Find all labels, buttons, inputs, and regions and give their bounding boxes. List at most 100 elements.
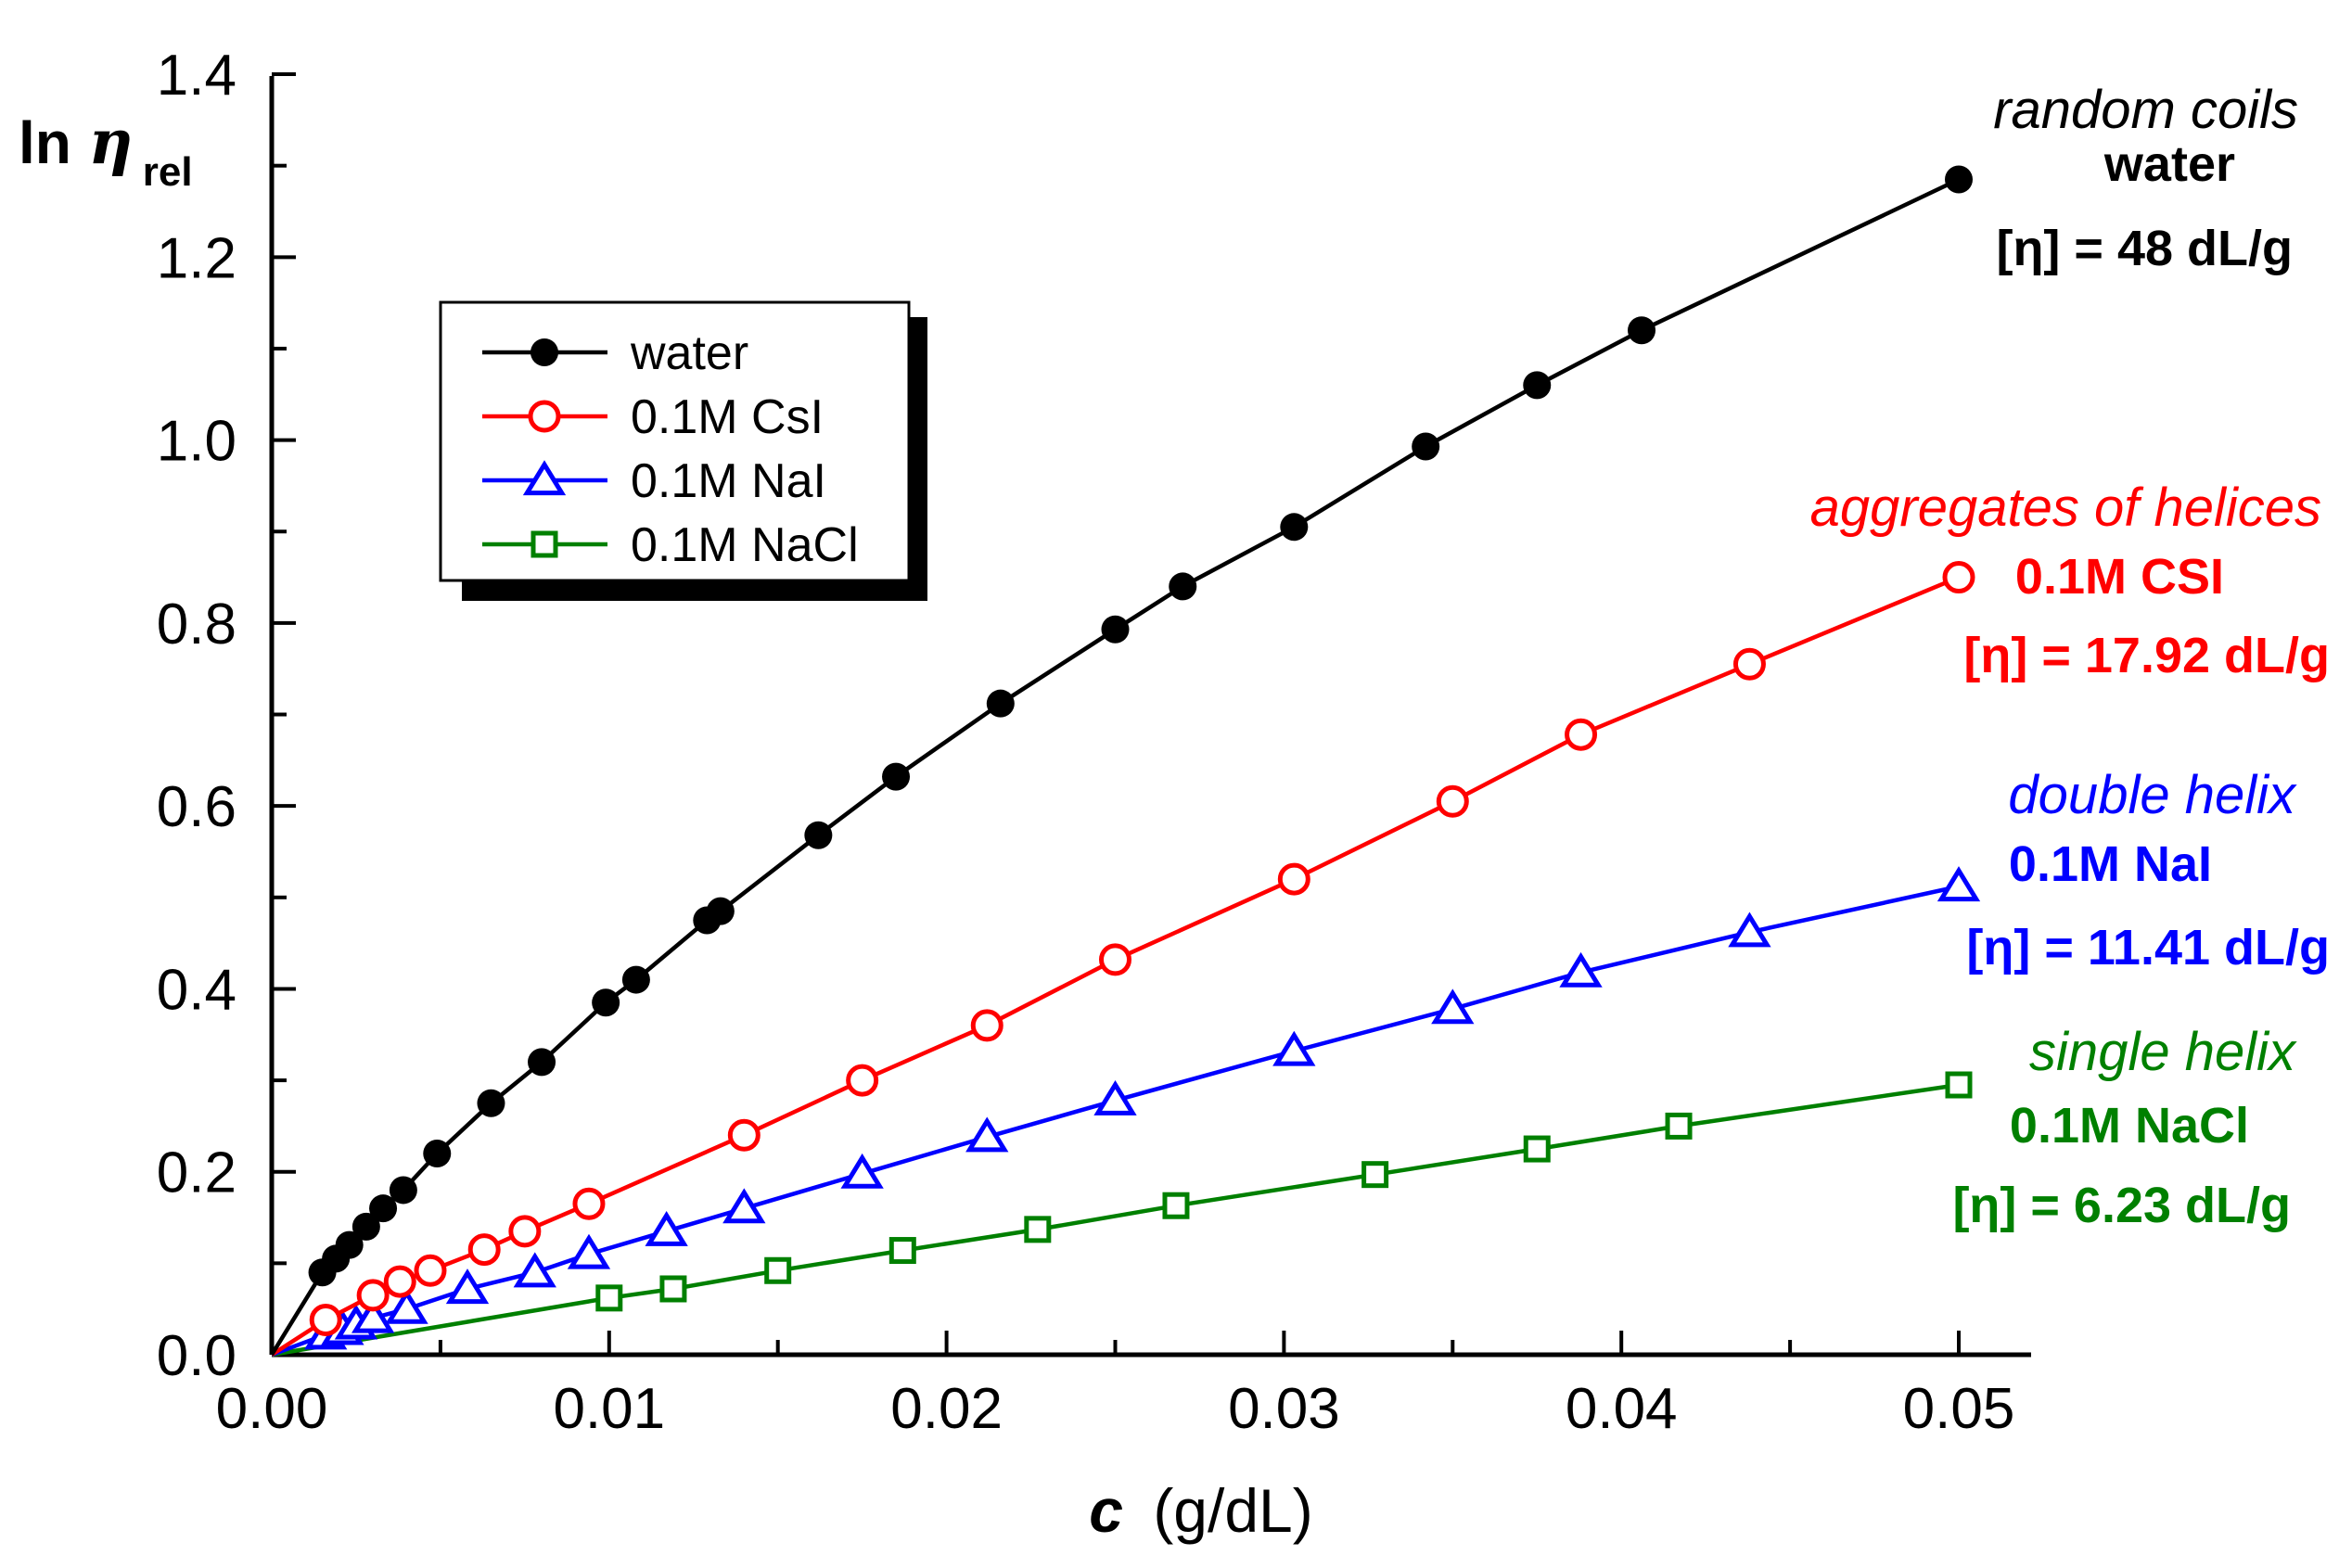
data-point-0-1m-csi — [1099, 943, 1131, 976]
data-point-0-1m-nai — [567, 1233, 611, 1269]
annotation-nai-morphology: double helix — [2008, 765, 2297, 825]
y-tick-label: 1.0 — [157, 410, 236, 474]
data-point-water — [423, 1139, 452, 1167]
x-tick-label: 0.05 — [1903, 1377, 2015, 1441]
data-point-water — [986, 689, 1015, 718]
legend-box — [439, 300, 911, 582]
data-point-water — [1412, 432, 1440, 461]
legend-marker-water — [530, 338, 558, 366]
data-point-water — [706, 897, 735, 925]
series-0-1m-nai — [271, 866, 1981, 1358]
data-point-0-1m-nai — [351, 1297, 395, 1333]
data-point-0-1m-csi — [727, 1118, 761, 1152]
data-point-water — [1523, 371, 1552, 400]
data-point-0-1m-nai — [965, 1116, 1009, 1153]
data-point-0-1m-nacl — [888, 1237, 916, 1265]
annotation-water-morphology: random coils — [1993, 80, 2298, 140]
annotation-nacl-morphology: single helix — [2029, 1022, 2297, 1082]
data-point-0-1m-nai — [1093, 1079, 1137, 1115]
x-axis-label: c (g/dL) — [1089, 1476, 1312, 1545]
series-layer — [270, 165, 1981, 1358]
series-water — [270, 165, 1973, 1357]
data-point-water — [592, 988, 620, 1017]
data-point-0-1m-nai — [1272, 1030, 1316, 1066]
x-tick-label: 0.04 — [1566, 1377, 1678, 1441]
annotation-water-solvent: water — [2103, 136, 2235, 192]
data-point-0-1m-csi — [356, 1279, 390, 1312]
data-point-water — [369, 1194, 398, 1223]
x-tick-label: 0.00 — [216, 1377, 328, 1441]
data-point-0-1m-nai — [513, 1252, 556, 1288]
series-0-1m-nacl — [271, 1071, 1973, 1358]
data-point-0-1m-nai — [1559, 951, 1603, 988]
data-point-0-1m-csi — [467, 1233, 501, 1267]
annotation-nacl-intrinsic-viscosity: [η] = 6.23 dL/g — [1952, 1178, 2291, 1233]
y-tick-label: 0.8 — [157, 593, 236, 657]
y-tick-label: 1.4 — [157, 44, 236, 108]
data-point-0-1m-nacl — [659, 1275, 687, 1303]
data-point-water — [804, 821, 833, 849]
data-point-0-1m-csi — [383, 1265, 416, 1298]
y-tick-label: 0.2 — [157, 1141, 236, 1205]
data-point-0-1m-nai — [722, 1188, 766, 1224]
x-tick-label: 0.01 — [553, 1377, 665, 1441]
data-point-0-1m-nacl — [1523, 1135, 1551, 1163]
y-ticks: 0.0 0.2 0.4 0.6 0.8 1.0 1.2 1.4 — [157, 44, 296, 1388]
annotation-csi-morphology: aggregates of helices — [1810, 478, 2321, 538]
data-point-0-1m-nacl — [595, 1284, 623, 1312]
data-point-0-1m-csi — [970, 1009, 1003, 1042]
legend-marker-0-1m-csi — [528, 400, 561, 433]
data-point-water — [1280, 513, 1309, 542]
x-ticks: 0.00 0.01 0.02 0.03 0.04 0.05 — [216, 1331, 2015, 1441]
data-point-water — [477, 1089, 505, 1117]
data-point-0-1m-nai — [840, 1153, 884, 1189]
data-point-0-1m-csi — [572, 1187, 606, 1220]
annotations: random coils water [η] = 48 dL/g aggrega… — [1810, 80, 2330, 1233]
y-axis-label-eta: η — [88, 106, 133, 178]
data-point-water — [1169, 572, 1197, 601]
y-axis-label-subscript: rel — [143, 149, 193, 195]
data-point-water — [528, 1048, 556, 1077]
annotation-nai-intrinsic-viscosity: [η] = 11.41 dL/g — [1966, 920, 2330, 975]
data-point-0-1m-nai — [445, 1268, 490, 1305]
data-point-water — [1101, 615, 1130, 644]
data-point-0-1m-nacl — [1945, 1071, 1973, 1099]
y-tick-label: 0.4 — [157, 958, 236, 1022]
annotation-nacl-solvent: 0.1M NaCl — [2010, 1098, 2249, 1154]
y-tick-label: 1.2 — [157, 226, 236, 290]
legend-label-0-1m-nacl: 0.1M NaCl — [631, 518, 859, 572]
data-point-0-1m-nai — [645, 1211, 688, 1246]
data-point-0-1m-csi — [309, 1304, 342, 1337]
data-point-0-1m-csi — [508, 1215, 542, 1248]
data-point-water — [1945, 165, 1973, 194]
data-point-0-1m-nacl — [1024, 1216, 1052, 1243]
data-point-0-1m-csi — [1565, 718, 1598, 751]
data-point-0-1m-nacl — [1162, 1192, 1190, 1219]
axes: 0.00.20.40.60.81.01.21.4 0.00 0.01 0.02 0.0… — [157, 44, 2031, 1441]
legend-marker-0-1m-nacl — [530, 530, 558, 558]
y-axis-label: ln η rel — [19, 106, 193, 195]
y-tick-label: 0.0 — [157, 1324, 236, 1388]
y-axis-label-ln: ln — [19, 109, 71, 176]
data-point-0-1m-nacl — [1665, 1112, 1693, 1140]
data-point-0-1m-nacl — [764, 1256, 792, 1284]
data-point-0-1m-nai — [1431, 988, 1475, 1025]
annotation-nai-solvent: 0.1M NaI — [2009, 836, 2212, 892]
data-point-water — [621, 965, 650, 994]
x-axis-label-unit: (g/dL) — [1153, 1476, 1312, 1545]
legend-entries: water 0.1M CsI 0.1M NaI 0.1M NaCl — [482, 326, 859, 572]
legend-marker-0-1m-nai — [522, 460, 567, 496]
data-point-0-1m-nai — [385, 1288, 428, 1324]
data-point-0-1m-csi — [1436, 784, 1469, 818]
data-point-0-1m-csi — [1942, 561, 1975, 594]
data-point-0-1m-csi — [414, 1254, 447, 1287]
annotation-water-intrinsic-viscosity: [η] = 48 dL/g — [1996, 221, 2293, 276]
data-point-0-1m-nai — [1728, 911, 1771, 948]
legend-label-0-1m-nai: 0.1M NaI — [631, 454, 826, 508]
data-point-water — [335, 1230, 364, 1259]
legend: water 0.1M CsI 0.1M NaI 0.1M NaCl — [439, 300, 927, 601]
legend-label-0-1m-csi: 0.1M CsI — [631, 390, 824, 444]
x-tick-label: 0.03 — [1228, 1377, 1340, 1441]
y-tick-label: 0.6 — [157, 775, 236, 839]
